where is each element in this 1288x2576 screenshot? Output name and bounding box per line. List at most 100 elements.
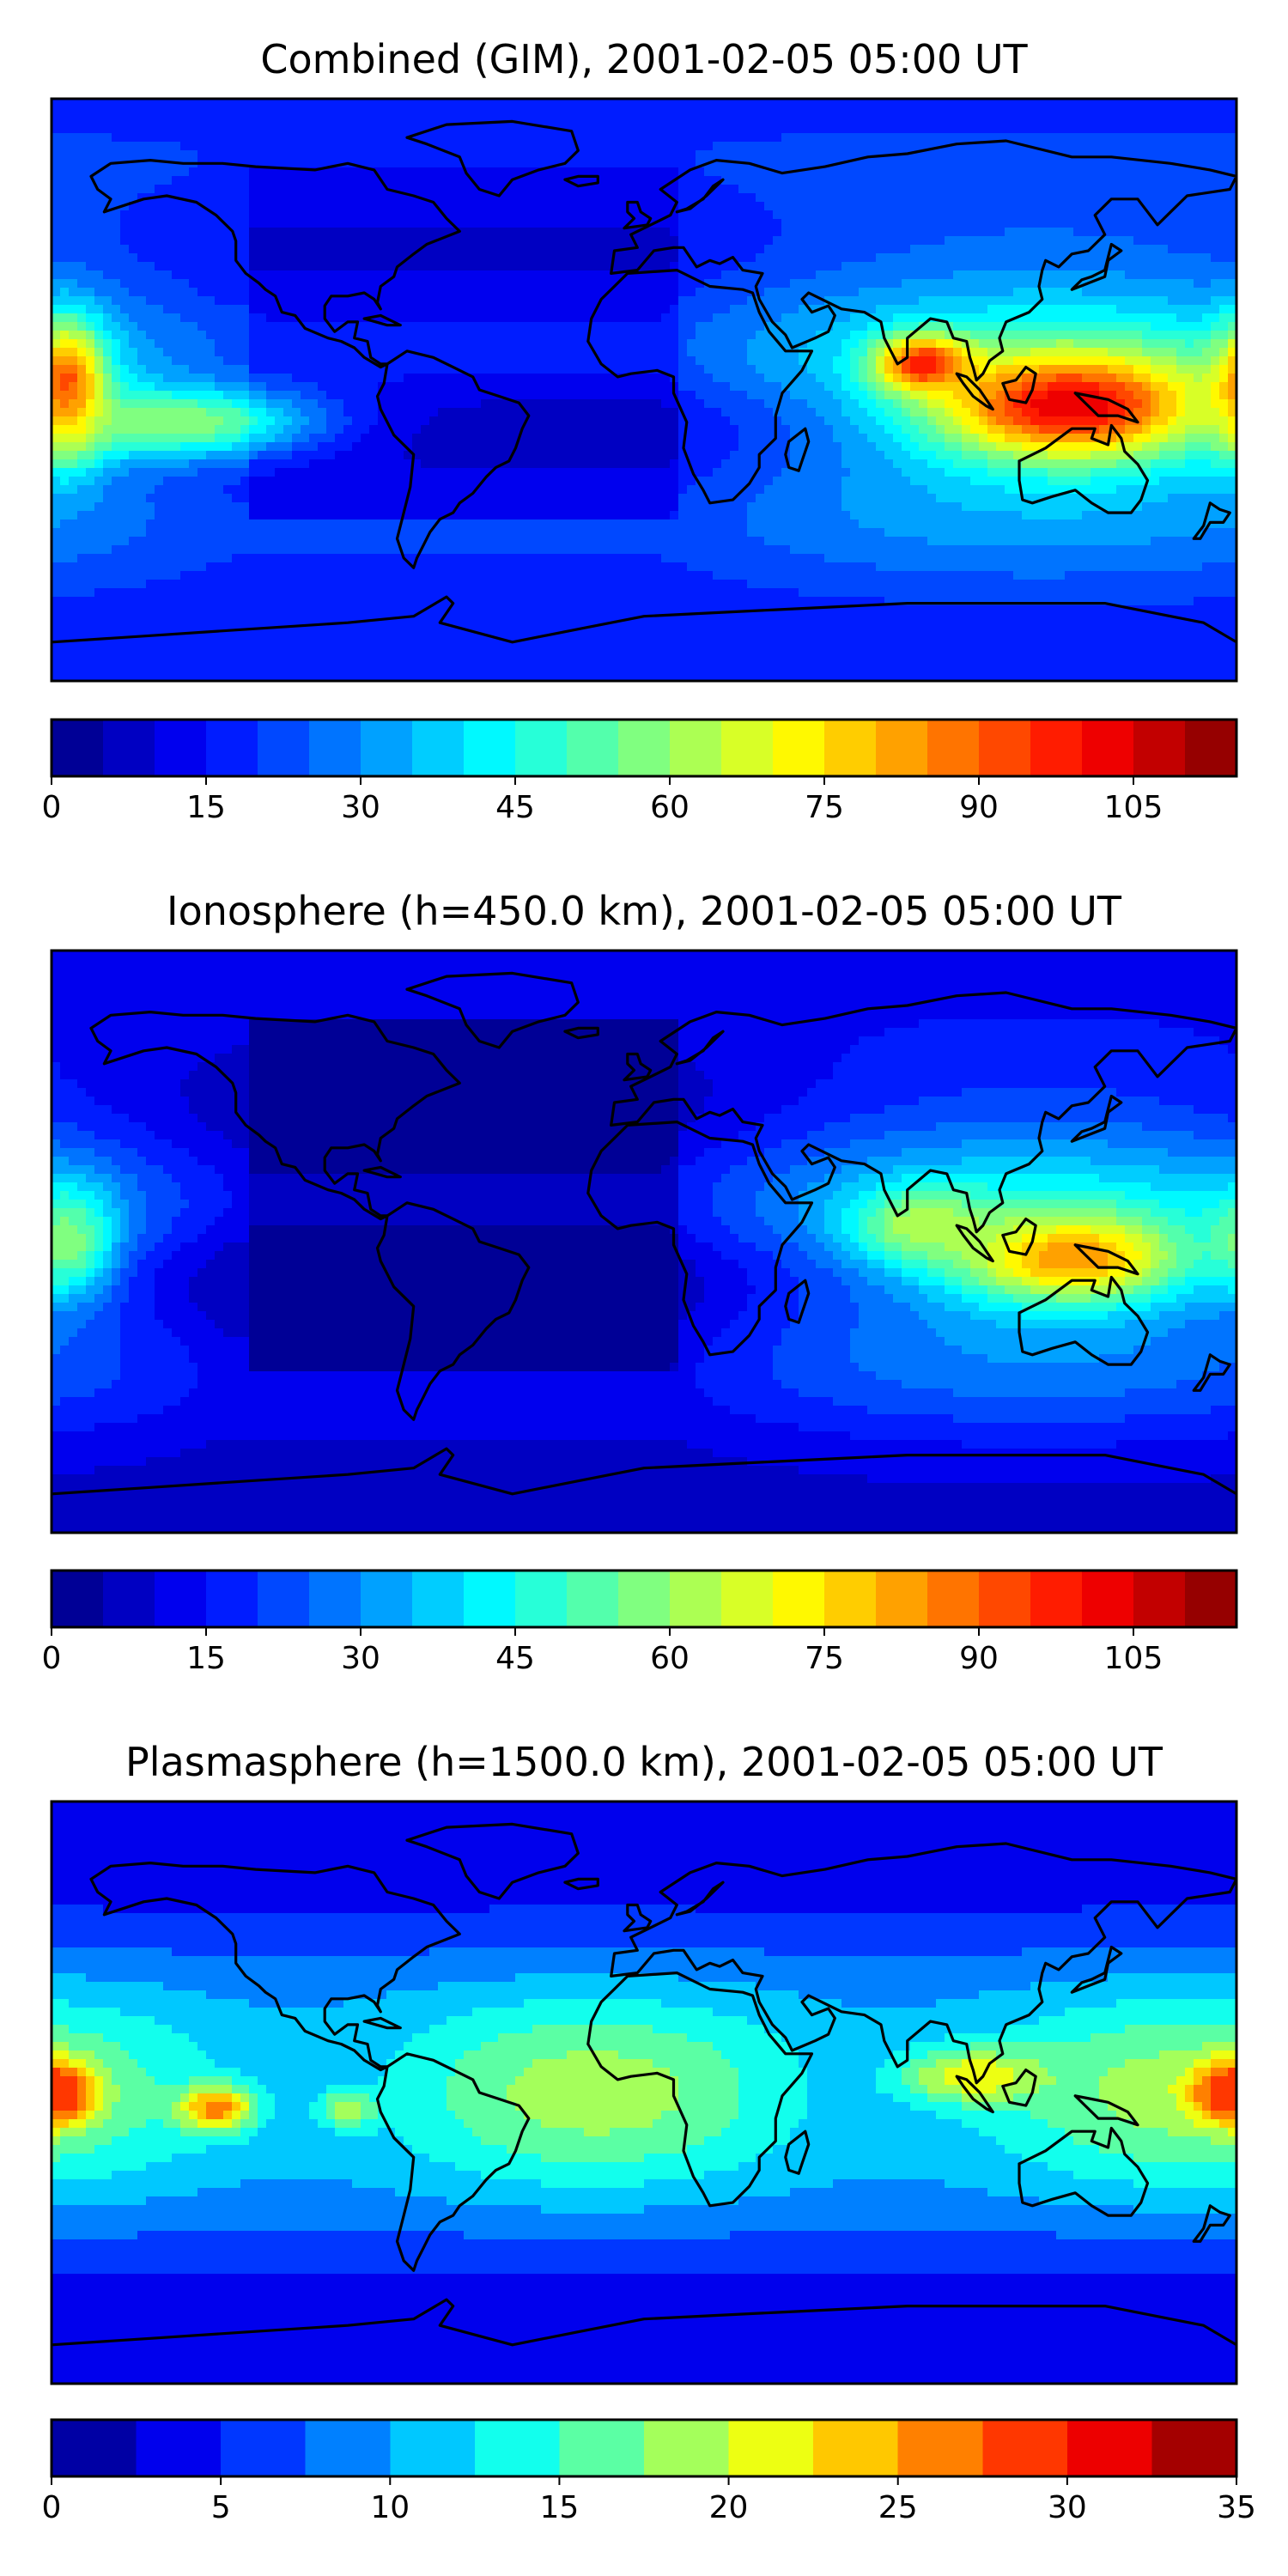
field-cell [1202, 528, 1236, 537]
field-cell [223, 356, 249, 365]
field-cell [112, 1157, 146, 1165]
field-cell [902, 442, 919, 451]
field-cell [292, 416, 309, 425]
field-cell [343, 408, 378, 416]
field-cell [189, 2111, 197, 2119]
field-cell [704, 2136, 790, 2145]
field-cell [52, 2050, 69, 2059]
field-cell [52, 1114, 129, 1122]
field-cell [678, 374, 713, 382]
coastline-path [405, 1822, 580, 1900]
field-cell [833, 1191, 859, 1200]
field-cell [738, 1311, 799, 1320]
field-cell [240, 2093, 249, 2102]
field-cell [1185, 1208, 1202, 1217]
field-cell [704, 399, 764, 408]
field-cell [52, 951, 1236, 959]
colorbar-swatch [567, 720, 619, 776]
field-cell [94, 451, 103, 459]
field-cell [180, 2093, 189, 2102]
field-cell [52, 1939, 1236, 1947]
field-cell [386, 1990, 799, 1999]
field-cell [1048, 1234, 1099, 1242]
field-cell [386, 2059, 455, 2068]
field-cell [77, 459, 94, 468]
field-cell [197, 2119, 232, 2128]
field-cell [249, 511, 670, 519]
field-cell [52, 562, 206, 571]
field-cell [52, 1810, 1236, 1819]
field-cell [52, 167, 189, 176]
field-cell [378, 408, 438, 416]
field-cell [1142, 1277, 1159, 1285]
field-cell [335, 2111, 361, 2119]
field-cell [155, 1242, 180, 1251]
field-cell [180, 1449, 713, 1457]
field-cell [52, 528, 146, 537]
field-cell [1039, 2196, 1236, 2205]
field-cell [163, 1234, 197, 1242]
field-cell [945, 331, 970, 339]
field-cell [704, 1285, 756, 1294]
coastline-path [623, 200, 653, 230]
field-cell [120, 1225, 129, 1234]
field-cell [421, 459, 670, 468]
field-cell [1219, 348, 1228, 356]
field-cell [86, 1088, 180, 1097]
field-cell [103, 1285, 112, 1294]
colorbar-swatch [52, 2420, 137, 2476]
field-cell [790, 2188, 987, 2196]
field-cell [52, 142, 180, 150]
field-cell [52, 193, 137, 202]
field-cell [52, 537, 129, 545]
field-cell [378, 382, 678, 391]
field-cell [1030, 1285, 1116, 1294]
field-cell [1099, 391, 1116, 399]
field-cell [52, 442, 86, 451]
field-cell [120, 1208, 129, 1217]
colorbar-swatch [897, 2420, 983, 2476]
field-cell [670, 305, 678, 313]
field-cell [52, 580, 146, 588]
field-cell [970, 331, 1142, 339]
field-cell [945, 1277, 962, 1285]
field-cell [713, 1397, 833, 1406]
field-cell [1133, 374, 1151, 382]
field-cell [1039, 1251, 1108, 1260]
field-cell [249, 185, 678, 193]
field-cell [1005, 1217, 1116, 1225]
field-cell [52, 305, 86, 313]
field-cell [1159, 399, 1176, 408]
field-cell [678, 270, 721, 279]
field-cell [1159, 442, 1185, 451]
panel-ionosphere: Ionosphere (h=450.0 km), 2001-02-05 05:0… [42, 888, 1238, 1676]
field-cell [704, 1294, 747, 1303]
field-cell [1176, 391, 1185, 399]
field-cell [884, 1260, 902, 1268]
colorbar-tick-label: 10 [370, 2490, 410, 2525]
field-cell [1159, 477, 1236, 485]
field-cell [172, 1251, 215, 1260]
colorbar-swatch [773, 720, 825, 776]
field-cell [1142, 502, 1236, 511]
field-cell [52, 1337, 69, 1346]
field-cell [859, 1303, 910, 1311]
field-cell [910, 2042, 970, 2050]
field-cell [833, 1397, 1236, 1406]
field-cell [1125, 2059, 1194, 2068]
field-cell [266, 391, 301, 399]
field-cell [1202, 348, 1219, 356]
field-cell [112, 382, 120, 391]
field-cell [249, 1097, 678, 1105]
field-cell [1219, 365, 1228, 374]
field-cell [738, 434, 790, 442]
colorbar-swatch [103, 720, 155, 776]
field-cell [103, 2085, 120, 2093]
field-cell [86, 1268, 94, 1277]
field-cell [1168, 416, 1176, 425]
field-cell [970, 356, 987, 365]
field-cell [52, 1225, 77, 1234]
field-cell [678, 296, 747, 305]
colorbar-tick-label: 0 [42, 790, 62, 825]
field-cell [678, 459, 721, 468]
